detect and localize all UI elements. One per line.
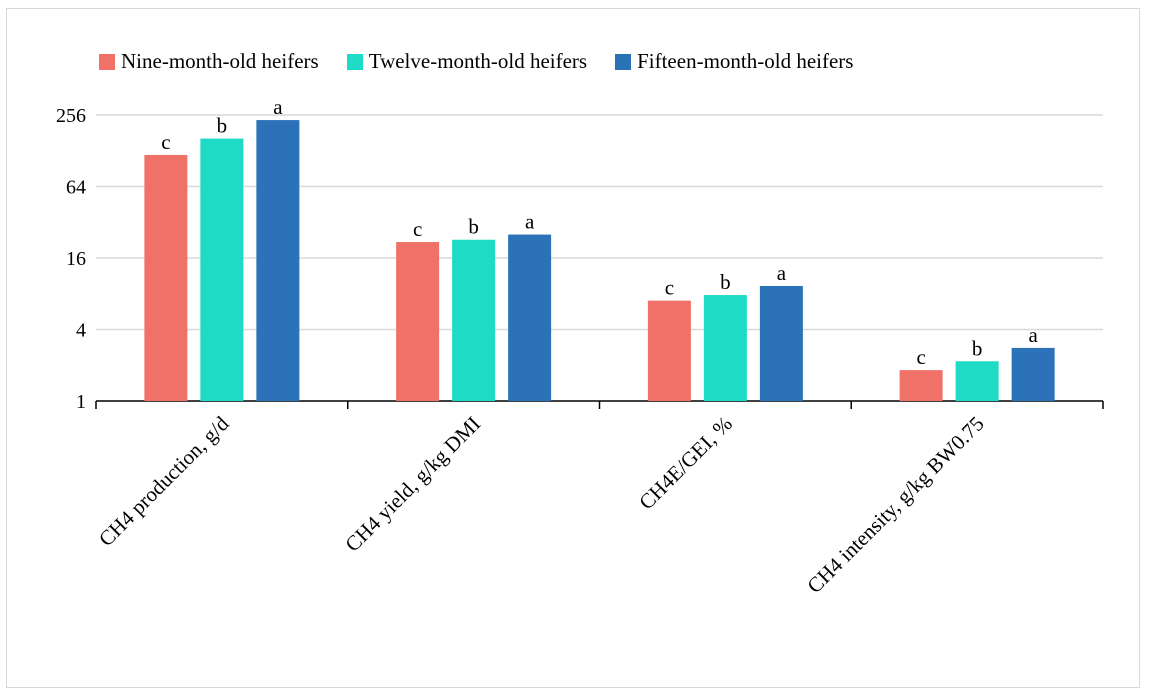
legend: Nine-month-old heifers Twelve-month-old … — [99, 49, 853, 74]
legend-swatch-fifteen — [615, 53, 632, 70]
y-tick-label: 1 — [76, 391, 86, 413]
bar — [256, 120, 300, 401]
bar-significance-label: c — [665, 276, 674, 300]
bar-significance-label: b — [468, 215, 479, 239]
y-tick-label: 256 — [56, 105, 86, 127]
legend-item-fifteen: Fifteen-month-old heifers — [615, 49, 853, 74]
bar-significance-label: a — [273, 95, 283, 119]
bar-significance-label: a — [777, 261, 787, 285]
bar — [452, 239, 496, 401]
bar — [955, 361, 999, 401]
x-category-label: CH4 yield, g/kg DMI — [340, 412, 485, 557]
bar — [1011, 347, 1055, 401]
bar-significance-label: a — [525, 210, 535, 234]
bar — [759, 285, 803, 401]
bar-chart: 1 4 16 64 256 c b a CH4 production, g/d c b a CH4 yi… — [56, 95, 1104, 598]
bar — [647, 300, 691, 401]
y-tick-label: 4 — [76, 320, 86, 342]
chart-frame: Nine-month-old heifers Twelve-month-old … — [6, 8, 1140, 688]
bar-significance-label: a — [1028, 323, 1038, 347]
bar-significance-label: c — [916, 345, 925, 369]
legend-item-nine: Nine-month-old heifers — [99, 49, 319, 74]
bar-significance-label: c — [413, 217, 422, 241]
x-category-label: CH4 intensity, g/kg BW0.75 — [802, 412, 988, 598]
legend-item-twelve: Twelve-month-old heifers — [346, 49, 588, 74]
legend-swatch-twelve — [346, 53, 363, 70]
legend-label-nine: Nine-month-old heifers — [121, 49, 319, 73]
bar — [144, 154, 188, 401]
x-category-label: CH4 production, g/d — [94, 411, 234, 551]
bar-significance-label: b — [972, 336, 983, 360]
bar-significance-label: b — [720, 270, 731, 294]
legend-label-twelve: Twelve-month-old heifers — [368, 49, 588, 73]
legend-swatch-nine — [99, 53, 115, 70]
x-category-label: CH4E/GEI, % — [634, 412, 737, 515]
bar — [899, 370, 943, 401]
bar — [200, 138, 244, 402]
bar-significance-label: c — [161, 130, 170, 154]
legend-label-fifteen: Fifteen-month-old heifers — [637, 49, 854, 73]
bar — [396, 242, 440, 401]
y-tick-label: 64 — [66, 177, 86, 199]
bar-significance-label: b — [217, 114, 228, 138]
bar — [508, 234, 552, 401]
y-tick-label: 16 — [66, 248, 86, 270]
bar — [703, 295, 747, 401]
